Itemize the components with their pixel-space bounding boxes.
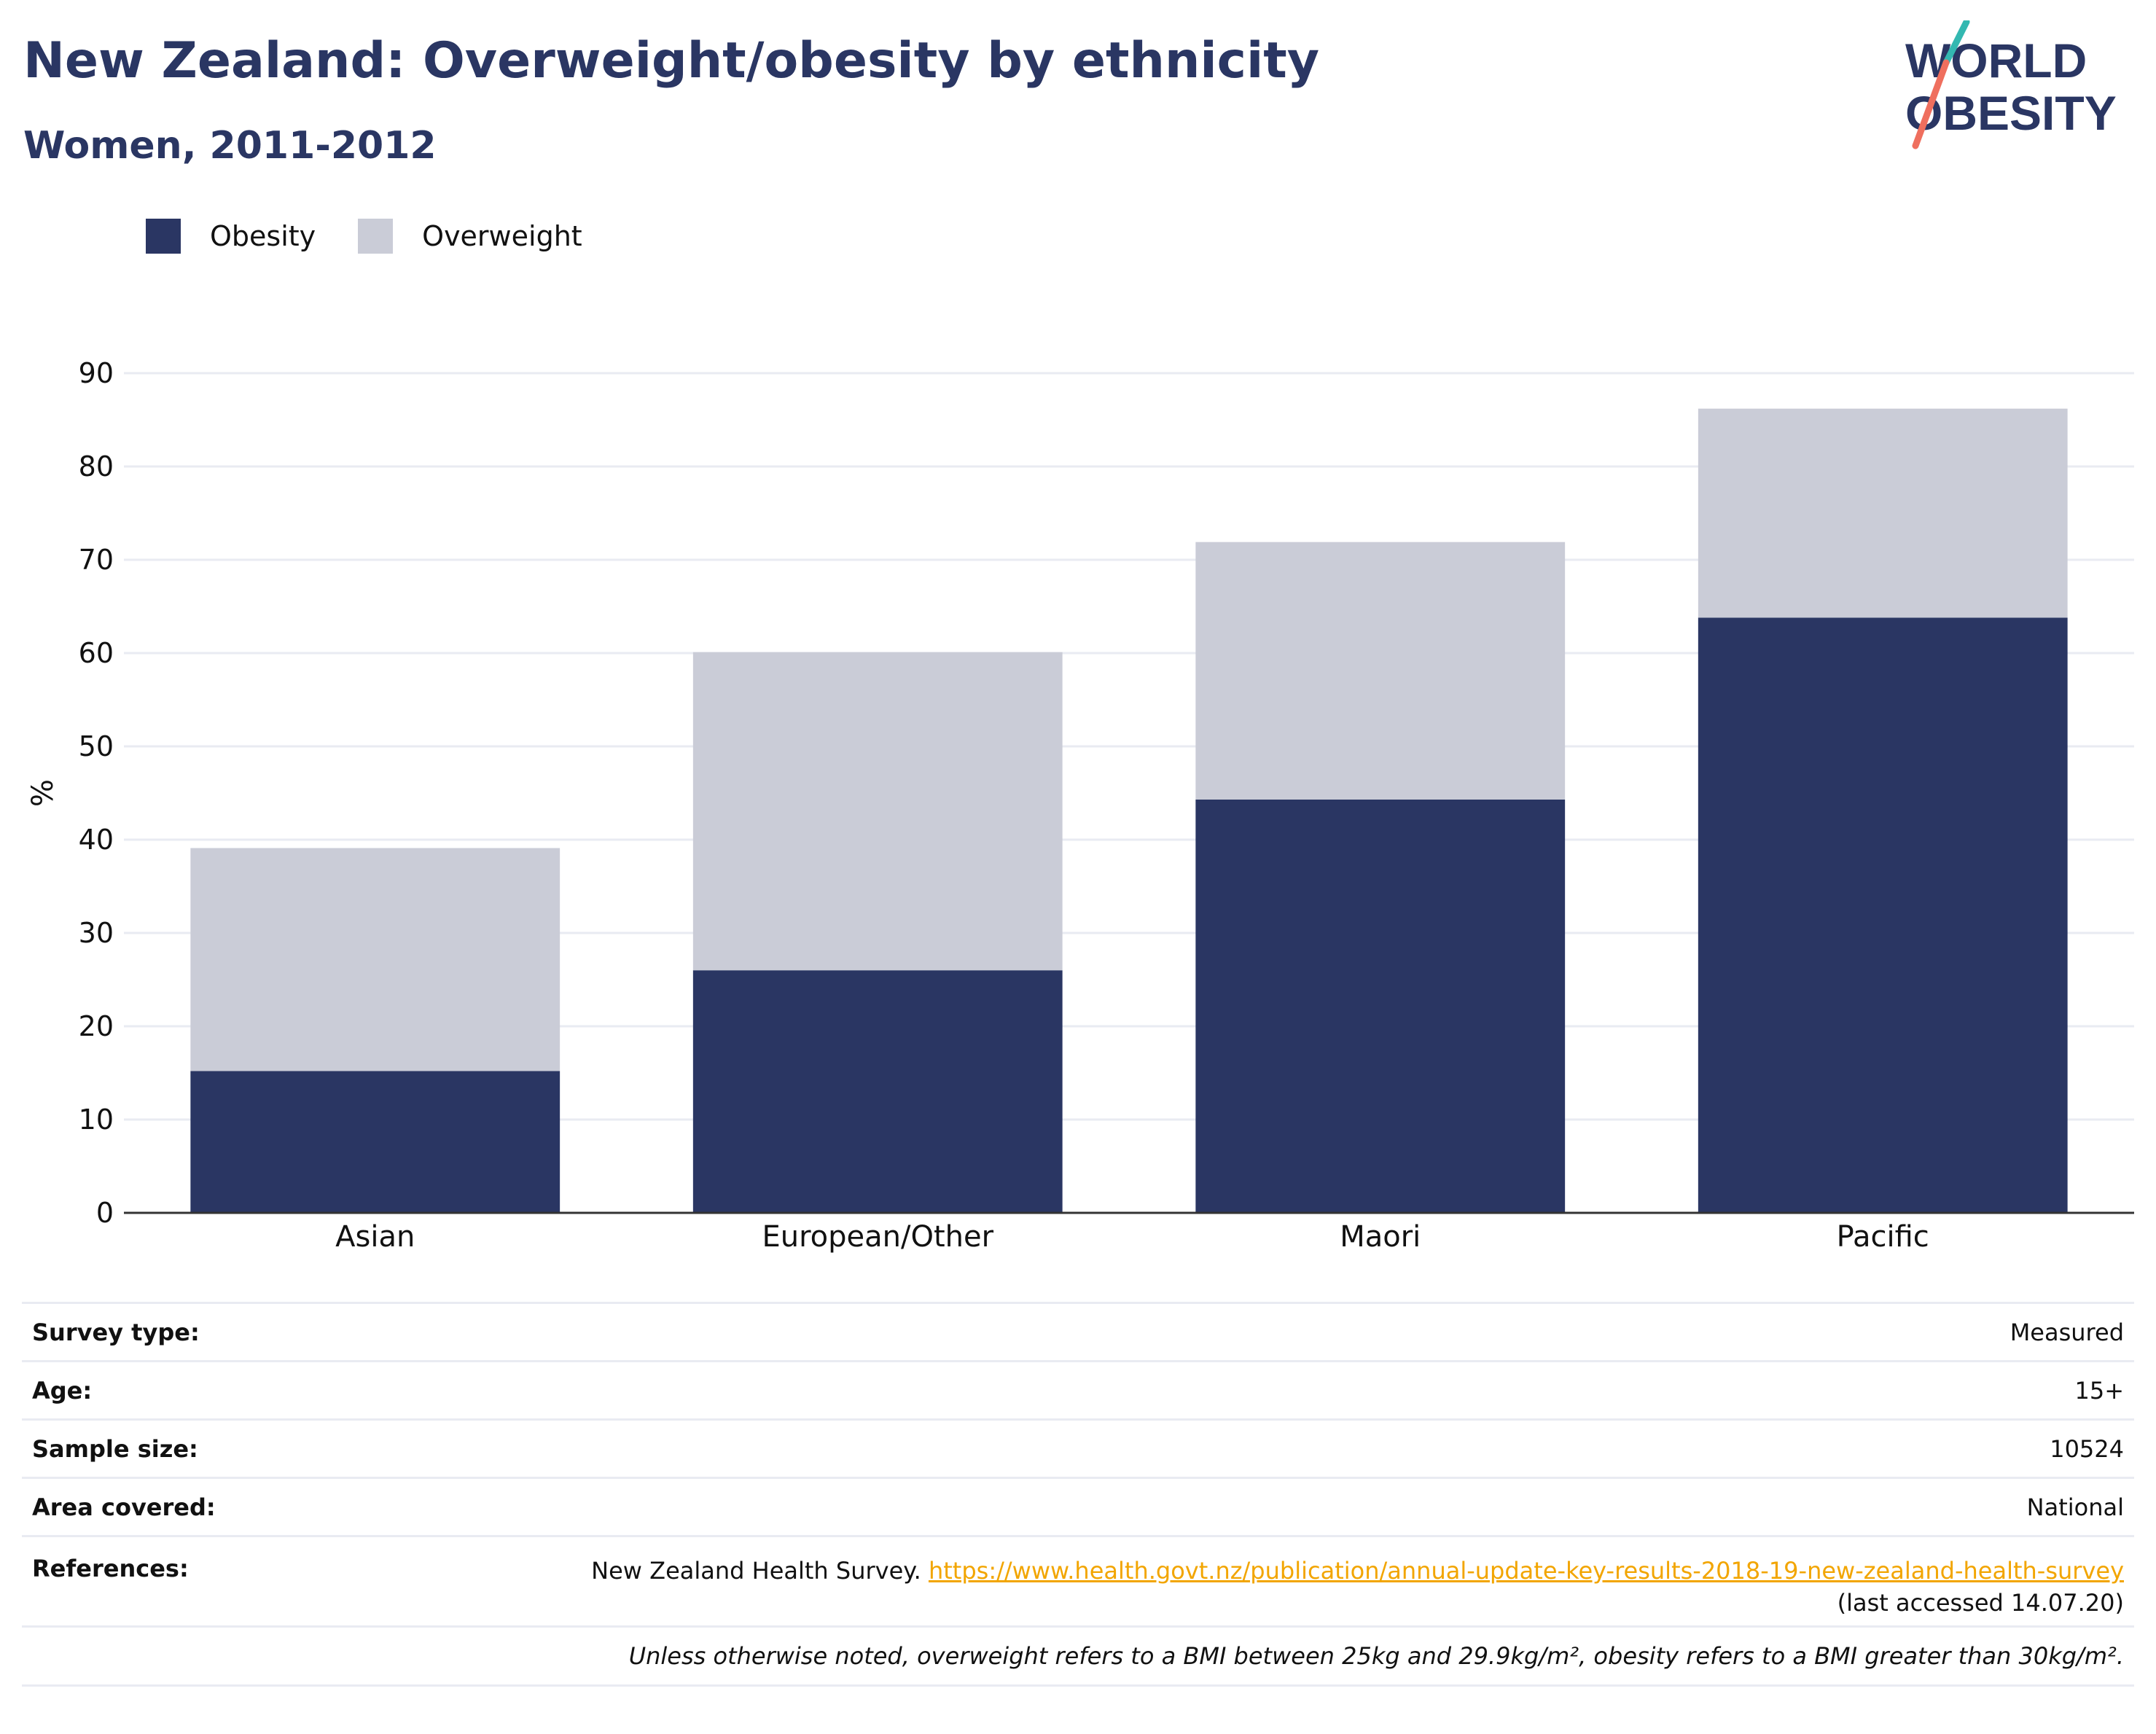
logo-line1: WORLD [1905, 34, 2087, 87]
reference-link[interactable]: https://www.health.govt.nz/publication/a… [928, 1557, 2124, 1585]
bar-overweight-pacific [1698, 408, 2068, 618]
x-tick-label-asian: Asian [335, 1220, 415, 1254]
page-subtitle: Women, 2011-2012 [23, 124, 437, 168]
reference-text: New Zealand Health Survey. [591, 1557, 921, 1585]
bmi-definition-note: Unless otherwise noted, overweight refer… [22, 1625, 2134, 1687]
info-key-sample-size: Sample size: [32, 1434, 198, 1463]
y-tick-label-70: 70 [79, 544, 114, 576]
bar-obesity-pacific [1698, 617, 2068, 1213]
info-key-area: Area covered: [32, 1493, 216, 1521]
info-value-area: National [2026, 1493, 2124, 1521]
y-tick-label-80: 80 [79, 450, 114, 483]
info-row-references: References: New Zealand Health Survey. h… [22, 1535, 2134, 1625]
page-title: New Zealand: Overweight/obesity by ethni… [23, 32, 1320, 90]
y-tick-label-10: 10 [79, 1104, 114, 1136]
bmi-note-text: Unless otherwise noted, overweight refer… [628, 1642, 2124, 1670]
y-tick-label-60: 60 [79, 637, 114, 669]
y-tick-label-50: 50 [79, 730, 114, 762]
bar-overweight-maori [1195, 542, 1566, 800]
legend-label-obesity: Obesity [210, 220, 316, 252]
info-value-sample-size: 10524 [2050, 1434, 2124, 1463]
chart-legend: Obesity Overweight [146, 217, 625, 255]
info-key-references: References: [32, 1555, 189, 1582]
bar-overweight-asian [190, 848, 561, 1071]
x-tick-label-maori: Maori [1340, 1220, 1421, 1254]
y-tick-label-90: 90 [79, 357, 114, 389]
legend-label-overweight: Overweight [422, 220, 582, 252]
logo-slash-teal [1942, 20, 1970, 66]
logo-slash-coral [1912, 59, 1950, 149]
info-key-survey-type: Survey type: [32, 1318, 200, 1346]
info-row-survey-type: Survey type: Measured [22, 1302, 2134, 1360]
y-tick-label-0: 0 [96, 1197, 114, 1229]
legend-item-overweight: Overweight [358, 219, 582, 254]
info-row-age: Age: 15+ [22, 1360, 2134, 1418]
logo-line2: OBESITY [1905, 86, 2117, 140]
info-value-survey-type: Measured [2009, 1318, 2124, 1346]
legend-swatch-overweight [358, 219, 394, 254]
survey-info-table: Survey type: Measured Age: 15+ Sample si… [22, 1302, 2134, 1687]
legend-item-obesity: Obesity [146, 219, 316, 254]
x-tick-label-european-other: European/Other [762, 1220, 993, 1254]
bar-obesity-asian [190, 1071, 561, 1213]
world-obesity-logo: WORLD OBESITY [1905, 20, 2117, 149]
info-key-age: Age: [32, 1376, 93, 1405]
reference-accessed: (last accessed 14.07.20) [1837, 1589, 2124, 1617]
bar-overweight-european-other [692, 652, 1063, 971]
info-value-age: 15+ [2074, 1376, 2124, 1405]
y-tick-label-20: 20 [79, 1010, 114, 1042]
bar-obesity-maori [1195, 799, 1566, 1213]
legend-swatch-obesity [146, 219, 181, 254]
y-axis-label: % [26, 779, 60, 807]
y-tick-label-30: 30 [79, 917, 114, 949]
x-tick-label-pacific: Pacific [1837, 1220, 1929, 1254]
info-row-sample-size: Sample size: 10524 [22, 1418, 2134, 1477]
bar-obesity-european-other [692, 970, 1063, 1213]
y-tick-label-40: 40 [79, 824, 114, 856]
info-row-area: Area covered: National [22, 1477, 2134, 1535]
info-value-references: New Zealand Health Survey. https://www.h… [591, 1555, 2124, 1619]
stacked-bar-chart: 0 10 20 30 40 50 60 70 80 90% Asian European/Other M… [26, 357, 2134, 1254]
